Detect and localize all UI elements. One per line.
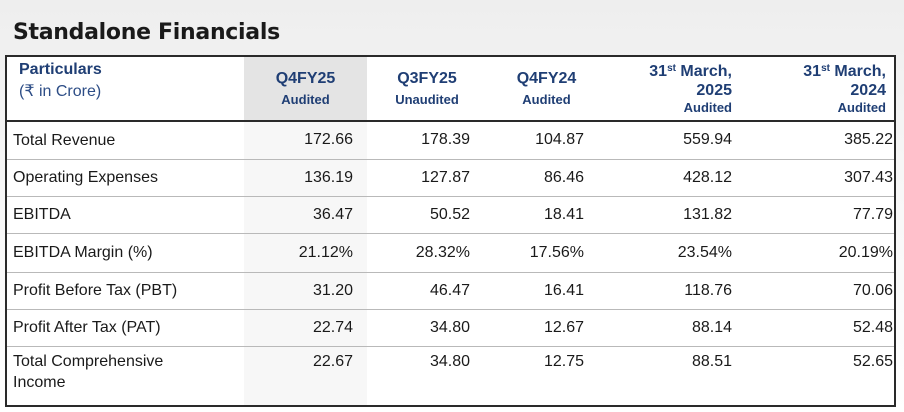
cell-value: 12.67: [543, 318, 584, 336]
cell-value: 34.80: [429, 318, 470, 336]
cell-value: 52.65: [852, 352, 893, 370]
financials-table-frame: Particulars (₹ in Crore) Q4FY25 Audited …: [5, 55, 896, 407]
row-label: Total Comprehensive Income: [7, 346, 244, 405]
cell-value: 28.32%: [415, 243, 470, 261]
cell-value: 104.87: [535, 131, 584, 149]
cell-value: 118.76: [684, 281, 732, 299]
row-label: Profit After Tax (PAT): [13, 319, 161, 336]
header-col-year: 2024: [850, 81, 886, 99]
cell-value: 127.87: [421, 168, 470, 186]
header-col-title: Q3FY25: [397, 70, 457, 87]
row-label: Profit Before Tax (PBT): [13, 282, 178, 299]
header-col-status: Audited: [281, 92, 330, 107]
row-label: EBITDA Margin (%): [13, 244, 153, 261]
cell-value: 88.51: [691, 352, 732, 370]
cell-value: 21.12%: [244, 233, 367, 272]
header-col-fy2025: 31st March, 2025 Audited: [606, 57, 752, 122]
header-col-ordinal: st: [821, 62, 830, 74]
cell-value: 136.19: [244, 159, 367, 196]
cell-value: 77.79: [852, 205, 893, 223]
header-col-status: Audited: [837, 99, 886, 115]
header-particulars: Particulars (₹ in Crore): [7, 57, 244, 122]
header-col-month: March,: [675, 62, 732, 80]
row-label-line1: Total Comprehensive: [13, 352, 164, 370]
header-col-q4fy25: Q4FY25 Audited: [244, 57, 367, 122]
header-col-q3fy25: Q3FY25 Unaudited: [367, 57, 487, 122]
table-row: Profit Before Tax (PBT) 31.20 46.47 16.4…: [7, 272, 894, 309]
header-col-status: Audited: [522, 92, 571, 107]
cell-value: 52.48: [852, 318, 893, 336]
cell-value: 22.74: [244, 309, 367, 346]
table-row: Total Comprehensive Income 22.67 34.80 1…: [7, 346, 894, 405]
table-row: EBITDA 36.47 50.52 18.41 131.82 77.79: [7, 196, 894, 233]
cell-value: 172.66: [244, 121, 367, 159]
header-col-status: Unaudited: [395, 92, 459, 107]
header-col-day: 31: [649, 62, 668, 80]
cell-value: 18.41: [543, 205, 584, 223]
table-row: Operating Expenses 136.19 127.87 86.46 4…: [7, 159, 894, 196]
row-label: EBITDA: [13, 206, 71, 223]
row-label-line2: Income: [13, 373, 66, 391]
header-col-fy2024: 31st March, 2024 Audited: [752, 57, 894, 122]
header-col-title: Q4FY25: [275, 70, 336, 87]
cell-value: 46.47: [429, 281, 470, 299]
cell-value: 20.19%: [838, 243, 893, 261]
cell-value: 88.14: [691, 318, 732, 336]
header-unit-label: (₹ in Crore): [19, 83, 102, 100]
cell-value: 34.80: [429, 352, 470, 370]
page-title: Standalone Financials: [13, 20, 280, 45]
cell-value: 86.46: [543, 168, 584, 186]
header-col-year: 2025: [696, 81, 732, 99]
financials-table: Particulars (₹ in Crore) Q4FY25 Audited …: [7, 57, 894, 405]
header-particulars-label: Particulars: [19, 61, 102, 78]
cell-value: 23.54%: [677, 243, 732, 261]
header-col-month: March,: [829, 62, 886, 80]
cell-value: 307.43: [844, 168, 893, 186]
row-label: Operating Expenses: [13, 169, 158, 186]
header-col-ordinal: st: [667, 62, 676, 74]
table-row: Total Revenue 172.66 178.39 104.87 559.9…: [7, 121, 894, 159]
header-col-status: Audited: [683, 99, 732, 115]
header-col-q4fy24: Q4FY24 Audited: [487, 57, 606, 122]
cell-value: 17.56%: [529, 243, 584, 261]
cell-value: 31.20: [244, 272, 367, 309]
header-col-title: Q4FY24: [516, 70, 577, 87]
row-label: Total Revenue: [13, 131, 116, 149]
cell-value: 178.39: [421, 131, 470, 149]
cell-value: 50.52: [429, 205, 470, 223]
cell-value: 16.41: [543, 281, 584, 299]
header-col-day: 31: [803, 62, 822, 80]
cell-value: 22.67: [244, 346, 367, 405]
cell-value: 70.06: [852, 281, 893, 299]
table-row: Profit After Tax (PAT) 22.74 34.80 12.67…: [7, 309, 894, 346]
cell-value: 12.75: [543, 352, 584, 370]
table-row: EBITDA Margin (%) 21.12% 28.32% 17.56% 2…: [7, 233, 894, 272]
cell-value: 428.12: [683, 168, 732, 186]
cell-value: 131.82: [683, 205, 732, 223]
table-header-row: Particulars (₹ in Crore) Q4FY25 Audited …: [7, 57, 894, 122]
cell-value: 385.22: [844, 131, 893, 149]
cell-value: 36.47: [244, 196, 367, 233]
cell-value: 559.94: [683, 131, 732, 149]
